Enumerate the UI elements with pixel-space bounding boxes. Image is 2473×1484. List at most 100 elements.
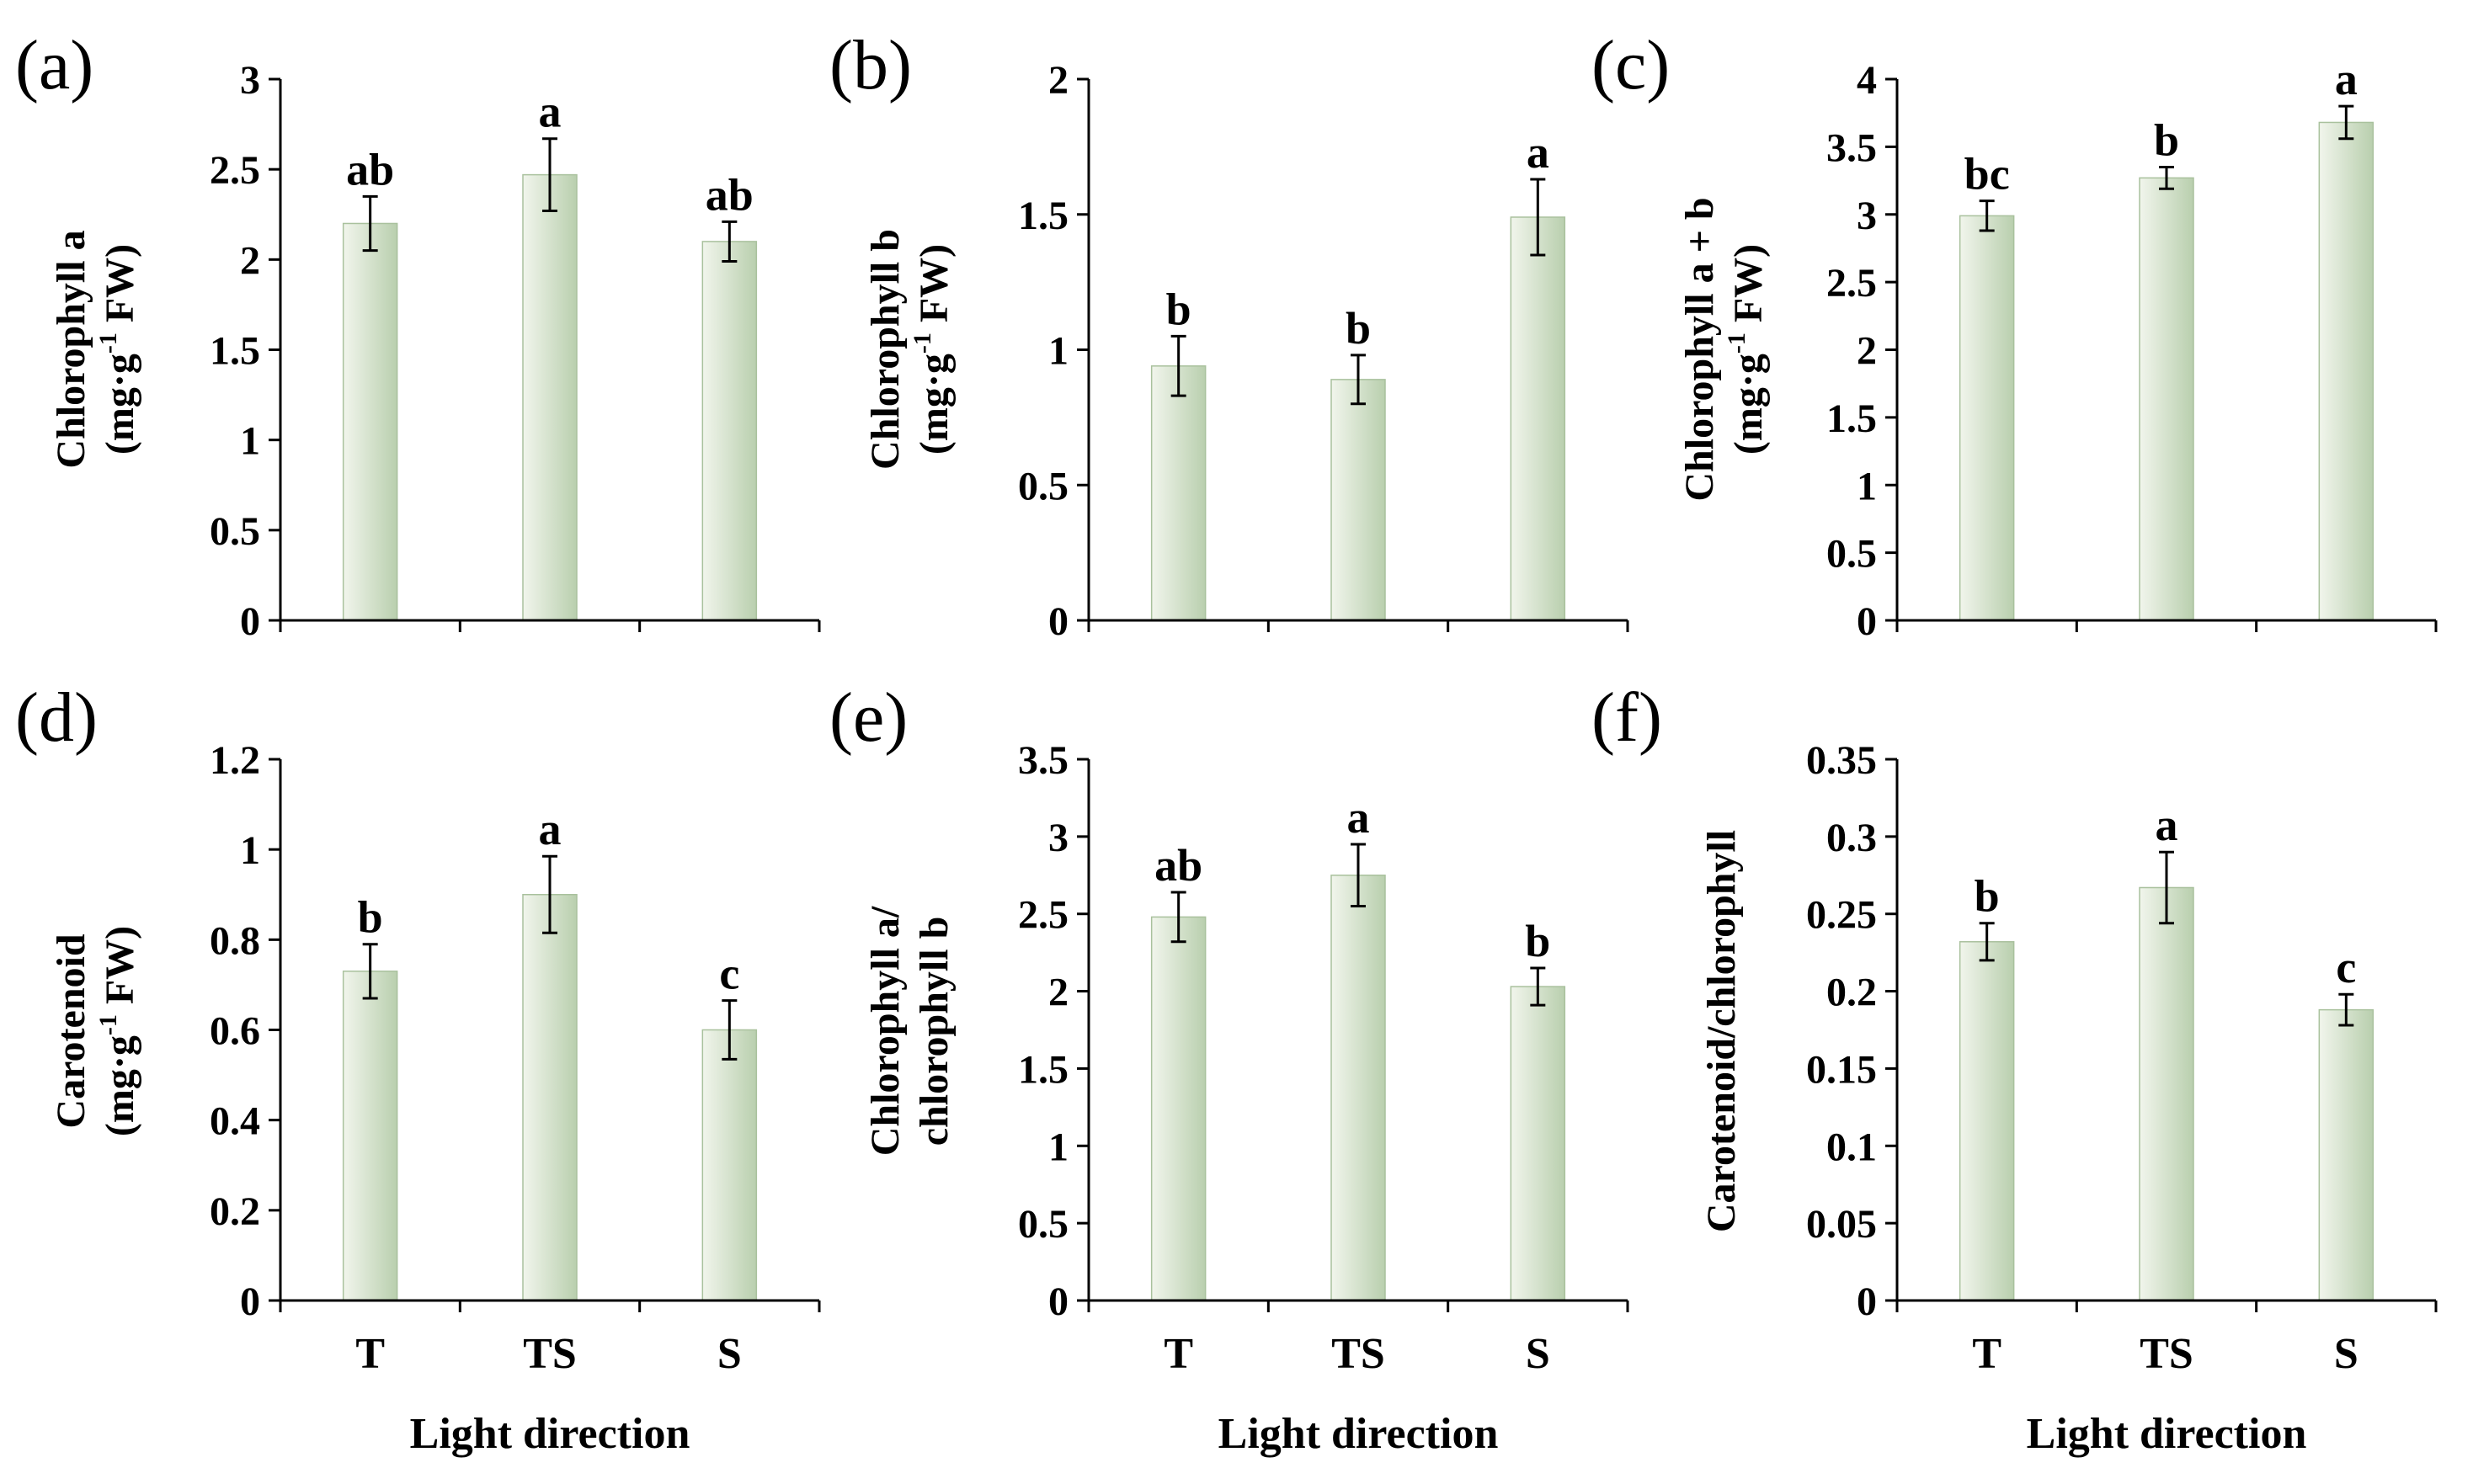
y-tick-label: 1 xyxy=(1048,1125,1069,1169)
y-tick-label: 1 xyxy=(240,419,260,464)
y-axis-label: Chlorophyll a (mg·g-1 FW) xyxy=(49,230,142,468)
x-tick-label: TS xyxy=(1331,1330,1385,1378)
error-bar-S xyxy=(2338,104,2354,141)
x-tick-label: T xyxy=(1972,1330,2001,1378)
bar-TS xyxy=(2139,177,2194,621)
chart-panel-4: (d) b Ta TS c S 0 0.2 0.4 0.6 0.8 1 1.2 Carotenoid (mg… xyxy=(15,678,821,1458)
error-bar-TS xyxy=(542,137,557,212)
y-tick-label: 0.35 xyxy=(1806,738,1877,783)
bar-TS xyxy=(1330,379,1386,621)
y-tick-label: 1.5 xyxy=(1018,1047,1069,1092)
chart-panel-3: (c) bc b a 0 0.5 1 1.5 2 2.5 3 3.5 4 Chlorophyll a + … xyxy=(1591,26,2438,644)
chart-panel-5: (e) ab Ta TS b S 0 0.5 1 1.5 2 2.5 3 3.5 Chlorophyll a… xyxy=(829,678,1629,1458)
y-tick-label: 0 xyxy=(1857,1279,1877,1324)
y-tick-label: 0 xyxy=(1857,599,1877,644)
panel-label: (d) xyxy=(15,678,98,757)
error-bar-T xyxy=(1979,199,1995,232)
chart-panel-1: (a) ab a ab 0 0.5 1 1.5 2 2.5 3 Chlorophyll a (mg·g-… xyxy=(15,26,821,644)
y-tick-label: 0 xyxy=(240,599,260,644)
error-bar-S xyxy=(722,999,738,1061)
error-bar-T xyxy=(1170,334,1186,397)
significance-letter: ab xyxy=(706,169,754,220)
y-axis-label: Carotenoid/chlorophyll xyxy=(1699,830,1744,1232)
y-tick-label: 0 xyxy=(240,1279,260,1324)
y-tick-label: 0 xyxy=(1048,1279,1069,1324)
y-tick-label: 3 xyxy=(1857,194,1877,238)
bar-S xyxy=(1510,216,1566,621)
bar-T xyxy=(1959,941,2015,1301)
error-bar-TS xyxy=(2159,165,2174,190)
significance-letter: a xyxy=(539,87,562,137)
y-axis-label: Chlorophyll a/chlorophyll b xyxy=(863,906,957,1156)
y-tick-label: 0.5 xyxy=(1018,464,1069,508)
y-tick-label: 2.5 xyxy=(1826,261,1877,306)
bar-T xyxy=(342,971,398,1301)
y-tick-label: 0.3 xyxy=(1826,816,1877,860)
y-tick-label: 1 xyxy=(240,828,260,873)
bar-T xyxy=(1150,916,1207,1301)
y-tick-label: 0.4 xyxy=(210,1099,260,1144)
significance-letter: b xyxy=(1975,871,2000,922)
error-bar-T xyxy=(1979,922,1995,962)
y-tick-label: 2 xyxy=(1857,329,1877,374)
significance-letter: ab xyxy=(346,144,394,194)
error-bar-TS xyxy=(1351,843,1366,908)
y-tick-label: 0.1 xyxy=(1826,1125,1877,1169)
panel-label: (f) xyxy=(1591,678,1662,757)
y-tick-label: 0 xyxy=(1048,599,1069,644)
error-bar-T xyxy=(362,194,378,253)
y-tick-label: 0.8 xyxy=(210,918,260,963)
x-tick-label: TS xyxy=(523,1330,577,1378)
significance-letter: a xyxy=(2156,800,2178,850)
x-axis-label: Light direction xyxy=(410,1410,690,1458)
significance-letter: c xyxy=(719,949,739,999)
significance-letter: b xyxy=(1166,284,1191,334)
error-bar-S xyxy=(1530,966,1546,1007)
x-tick-label: T xyxy=(355,1330,385,1378)
significance-letter: c xyxy=(2336,942,2356,992)
significance-letter: b xyxy=(2154,114,2179,165)
bar-T xyxy=(1150,365,1207,621)
bar-T xyxy=(1959,215,2015,621)
chart-panel-6: (f) b Ta TS c S 0 0.05 0.1 0.15 0.2 0.25 0.3 0.35 Caro… xyxy=(1591,678,2438,1458)
chart-panel-2: (b) b b a 0 0.5 1 1.5 2 Chlorophyll b (mg·g-1 FW) xyxy=(829,26,1629,644)
panel-label: (e) xyxy=(829,678,908,757)
bar-S xyxy=(1510,986,1566,1301)
x-tick-label: T xyxy=(1164,1330,1193,1378)
y-tick-label: 0.2 xyxy=(1826,971,1877,1015)
y-tick-label: 0.15 xyxy=(1806,1047,1877,1092)
bar-T xyxy=(342,222,398,621)
bar-S xyxy=(701,1029,758,1301)
y-axis-label: Chlorophyll a + b (mg·g-1 FW) xyxy=(1677,197,1771,501)
y-tick-label: 1.5 xyxy=(1826,396,1877,441)
significance-letter: ab xyxy=(1154,840,1202,891)
y-tick-label: 1.2 xyxy=(210,738,260,783)
y-tick-label: 1 xyxy=(1857,464,1877,508)
y-tick-label: 0.5 xyxy=(210,509,260,554)
x-tick-label: S xyxy=(1526,1330,1550,1378)
y-tick-label: 2.5 xyxy=(210,148,260,193)
y-tick-label: 1 xyxy=(1048,329,1069,374)
significance-letter: a xyxy=(1527,127,1549,178)
y-tick-label: 1.5 xyxy=(210,329,260,374)
bar-S xyxy=(701,241,758,621)
y-tick-label: 2.5 xyxy=(1018,893,1069,938)
error-bar-TS xyxy=(2159,850,2174,925)
y-tick-label: 0.5 xyxy=(1018,1202,1069,1247)
y-tick-label: 3.5 xyxy=(1826,125,1877,170)
y-tick-label: 2 xyxy=(1048,58,1069,103)
significance-letter: b xyxy=(1525,916,1550,966)
y-tick-label: 3 xyxy=(1048,816,1069,860)
significance-letter: a xyxy=(539,804,562,854)
y-tick-label: 2 xyxy=(1048,971,1069,1015)
y-tick-label: 0.05 xyxy=(1806,1202,1877,1247)
x-axis-label: Light direction xyxy=(1218,1410,1499,1458)
error-bar-T xyxy=(362,943,378,1000)
panel-label: (b) xyxy=(829,26,912,104)
bar-TS xyxy=(1330,875,1386,1301)
panel-label: (a) xyxy=(15,26,93,104)
y-tick-label: 2 xyxy=(240,238,260,283)
bar-S xyxy=(2318,1008,2374,1301)
error-bar-T xyxy=(1170,891,1186,944)
